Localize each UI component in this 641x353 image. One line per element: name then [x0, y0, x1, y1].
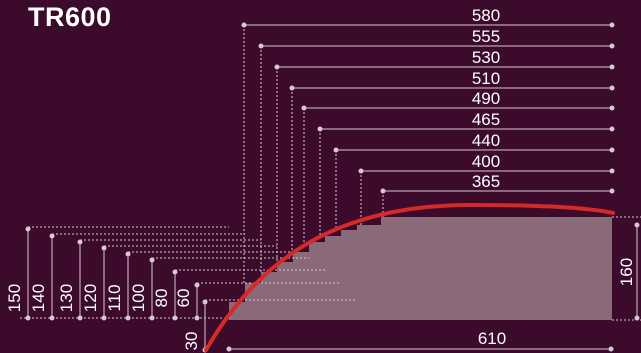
step-shape — [229, 217, 612, 320]
total-width-label: 610 — [478, 329, 506, 348]
width-dimension-end-dot — [609, 147, 615, 153]
height-dimension-label: 60 — [174, 289, 193, 308]
total-height-dimension: 160 — [612, 216, 641, 321]
width-dimension-start-dot — [258, 43, 264, 49]
dimension-guides — [20, 25, 384, 319]
height-dimension-end-dot — [172, 315, 178, 321]
height-dimension-label: 110 — [105, 284, 124, 311]
total-height-label: 160 — [617, 258, 636, 286]
width-dimension-start-dot — [358, 168, 364, 174]
width-dimension-end-dot — [609, 105, 615, 111]
height-dimension-start-dot — [25, 226, 31, 232]
width-dimension-end-dot — [609, 168, 615, 174]
width-dimension-end-dot — [609, 126, 615, 132]
height-dimension-start-dot — [77, 239, 83, 245]
width-dimension-label: 400 — [472, 152, 500, 171]
step-profile — [229, 217, 612, 320]
width-dimension-start-dot — [317, 126, 323, 132]
height-dimension-start-dot — [202, 299, 208, 305]
width-dimension-start-dot — [274, 64, 280, 70]
width-dimension-end-dot — [609, 64, 615, 70]
height-dimension-start-dot — [194, 282, 200, 288]
width-dimension-start-dot — [241, 22, 247, 28]
width-dimension-end-dot — [609, 43, 615, 49]
height-dimension-start-dot — [49, 233, 55, 239]
curve-arc — [204, 202, 615, 352]
height-dimension-end-dot — [125, 315, 131, 321]
height-dimension-end-dot — [194, 315, 200, 321]
width-dimension-label: 530 — [472, 48, 500, 67]
width-dimension-label: 365 — [472, 172, 500, 191]
width-dimension-start-dot — [289, 85, 295, 91]
width-dimension-label: 465 — [472, 110, 500, 129]
width-dimension-label: 510 — [472, 69, 500, 88]
height-dimensions: 150 140 130 120 110 100 80 60 30 — [5, 226, 208, 353]
height-dimension-end-dot — [101, 315, 107, 321]
height-dimension-end-dot — [77, 315, 83, 321]
height-dimension-end-dot — [49, 315, 55, 321]
width-dimension-end-dot — [609, 85, 615, 91]
width-dimension-start-dot — [380, 188, 386, 194]
height-dimension-label: 100 — [129, 284, 148, 312]
width-dimension-start-dot — [301, 105, 307, 111]
width-dimension-label: 555 — [472, 27, 500, 46]
height-dimension-label: 130 — [57, 284, 76, 312]
width-dimension-start-dot — [333, 147, 339, 153]
height-dimension-start-dot — [149, 257, 155, 263]
height-dimension-label: 80 — [152, 289, 171, 308]
width-dimension-label: 490 — [472, 89, 500, 108]
height-dimension-start-dot — [101, 245, 107, 251]
width-dimension-end-dot — [609, 22, 615, 28]
height-dimension-label: 120 — [81, 284, 100, 312]
product-title: TR600 — [28, 2, 112, 32]
width-dimension-end-dot — [609, 188, 615, 194]
total-width-dimension: 610 — [226, 329, 614, 352]
width-dimension-label: 440 — [472, 131, 500, 150]
height-dimension-end-dot — [149, 315, 155, 321]
height-dimension-label: 30 — [182, 332, 201, 351]
height-dimension-label: 140 — [29, 284, 48, 312]
width-dimension-label: 580 — [472, 6, 500, 25]
height-dimension-end-dot — [25, 315, 31, 321]
height-dimension-start-dot — [172, 269, 178, 275]
height-dimension-start-dot — [125, 251, 131, 257]
height-dimension-label: 150 — [5, 284, 24, 312]
